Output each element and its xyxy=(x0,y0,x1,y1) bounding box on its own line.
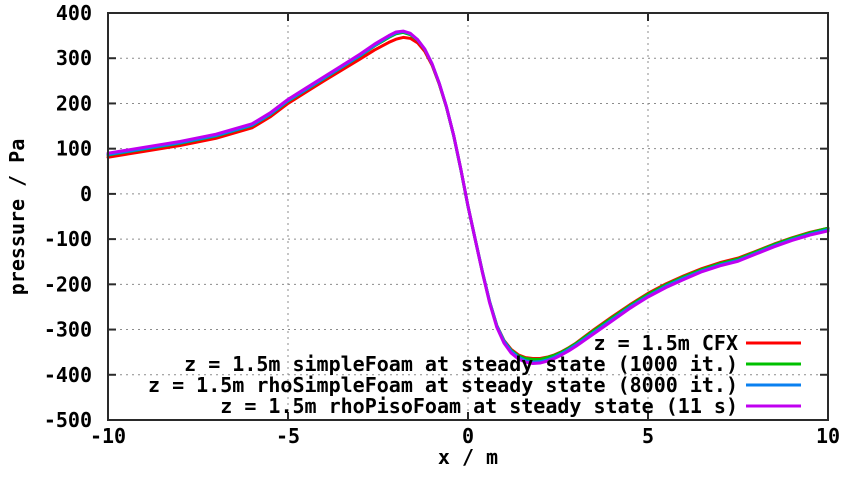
series-line-1 xyxy=(106,30,830,361)
y-tick-label: 0 xyxy=(80,182,92,206)
legend-label-1: z = 1.5m simpleFoam at steady state (100… xyxy=(184,352,738,376)
series-line-2 xyxy=(106,30,830,364)
y-tick-label: 400 xyxy=(56,1,92,25)
y-tick-label: 300 xyxy=(56,46,92,70)
series-line-3 xyxy=(106,29,830,365)
x-tick-label: 5 xyxy=(642,424,654,448)
legend-label-3: z = 1.5m rhoPisoFoam at steady state (11… xyxy=(220,394,738,418)
y-tick-label: 100 xyxy=(56,137,92,161)
legend-label-2: z = 1.5m rhoSimpleFoam at steady state (… xyxy=(148,373,738,397)
y-tick-label: 200 xyxy=(56,91,92,115)
x-tick-label: 10 xyxy=(816,424,840,448)
tick-label-layer: -10 -5 0 5 10 -500 -400 -300 -200 -100 0 100 200 300 4… xyxy=(44,1,840,448)
y-tick-label: -400 xyxy=(44,363,92,387)
y-axis-title: pressure / Pa xyxy=(5,139,29,296)
y-tick-label: -500 xyxy=(44,408,92,432)
frame-layer xyxy=(107,12,829,421)
x-tick-label: 0 xyxy=(462,424,474,448)
x-axis-title: x / m xyxy=(438,445,498,469)
y-tick-label: -100 xyxy=(44,227,92,251)
x-tick-label: -5 xyxy=(276,424,300,448)
x-tick-label: -10 xyxy=(90,424,126,448)
y-tick-label: -200 xyxy=(44,272,92,296)
grid-layer xyxy=(108,13,828,420)
legend-label-0: z = 1.5m CFX xyxy=(594,331,739,355)
y-tick-label: -300 xyxy=(44,318,92,342)
curve-layer xyxy=(106,29,830,365)
